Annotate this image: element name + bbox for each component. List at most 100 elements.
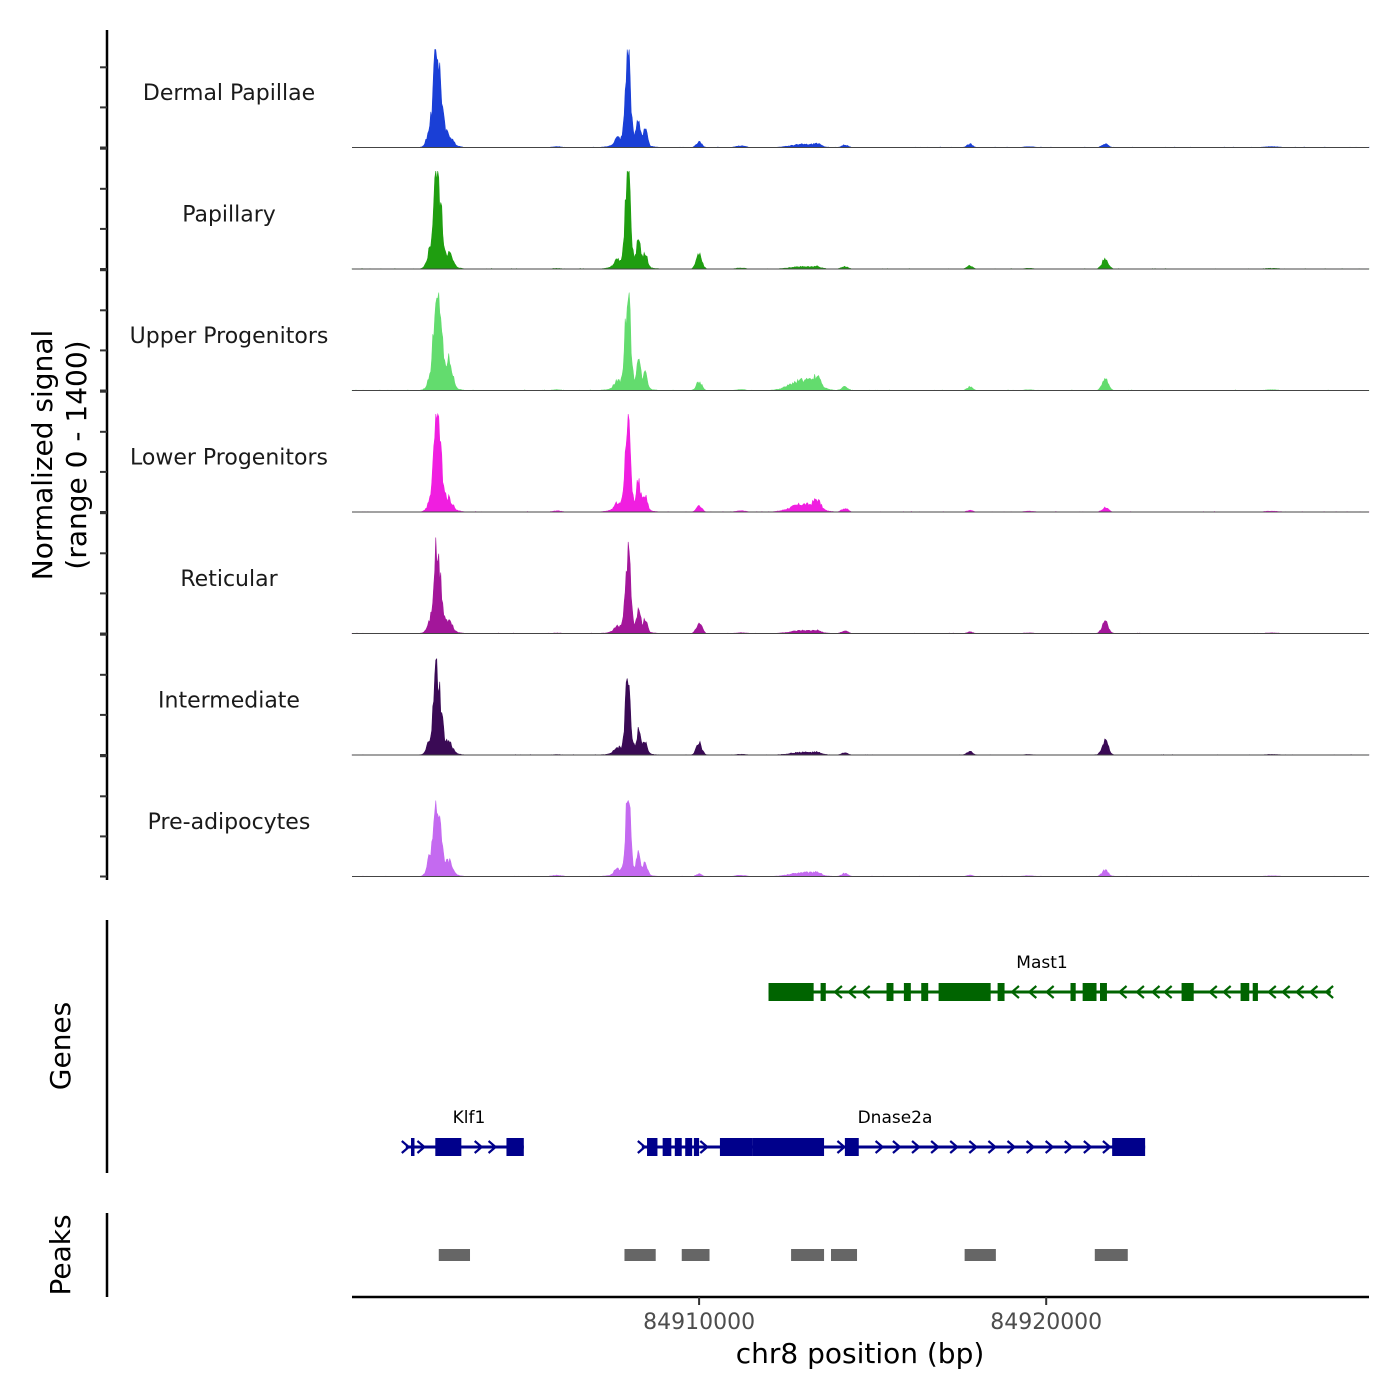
gene-exon <box>997 983 1005 1001</box>
strand-arrow <box>930 1140 940 1154</box>
x-tick-label: 84920000 <box>990 1310 1102 1335</box>
strand-arrow <box>1006 1140 1017 1154</box>
gene-exon <box>647 1138 658 1156</box>
track-intermediate: Intermediate <box>158 657 1370 756</box>
gene-exon <box>411 1138 415 1156</box>
signal-tracks: Dermal Papillae Papillary Upper Progenitor… <box>130 49 1370 877</box>
gene-exon <box>886 983 894 1001</box>
gene-track: Mast1 Klf1 Dnase2a <box>401 953 1334 1156</box>
gene-exon <box>719 1138 753 1156</box>
track-label: Lower Progenitors <box>130 446 328 471</box>
gene-exon <box>921 983 929 1001</box>
genes-axis-label: Genes <box>44 1002 77 1090</box>
strand-arrow <box>874 1140 885 1154</box>
strand-arrow <box>836 1140 847 1154</box>
gene-klf1: Klf1 <box>401 1108 524 1156</box>
peak-region <box>830 1249 858 1261</box>
gene-exon <box>1099 983 1107 1001</box>
strand-arrow <box>1083 1140 1093 1154</box>
gene-exon <box>768 983 814 1001</box>
gene-exon <box>1082 983 1097 1001</box>
gene-label: Mast1 <box>1016 953 1067 973</box>
track-label: Upper Progenitors <box>130 324 329 349</box>
strand-arrow <box>1221 985 1232 999</box>
strand-arrow <box>987 1140 998 1154</box>
gene-mast1: Mast1 <box>768 953 1334 1001</box>
peak-region <box>438 1249 471 1261</box>
strand-arrow <box>1150 985 1161 999</box>
strand-arrow <box>1162 985 1173 999</box>
x-axis-label: chr8 position (bp) <box>736 1337 985 1370</box>
gene-exon <box>1181 983 1194 1001</box>
strand-arrow <box>1117 985 1128 999</box>
gene-exon <box>1240 983 1250 1001</box>
strand-arrow <box>1044 1140 1055 1154</box>
gene-label: Dnase2a <box>858 1108 933 1128</box>
peaks-track <box>438 1249 1128 1261</box>
track-papillary: Papillary <box>182 170 1370 270</box>
peak-region <box>681 1249 710 1261</box>
strand-arrow <box>1267 985 1277 999</box>
peak-region <box>624 1249 656 1261</box>
strand-arrow <box>637 1140 647 1154</box>
track-reticular: Reticular <box>180 537 1369 634</box>
track-upper-progenitors: Upper Progenitors <box>130 292 1370 391</box>
strand-arrow <box>946 985 956 999</box>
strand-arrow <box>911 1140 921 1154</box>
gene-exon <box>693 1138 700 1156</box>
strand-arrow <box>1281 985 1291 999</box>
strand-arrow <box>847 985 857 999</box>
signal-y-ticks <box>100 66 107 878</box>
peak-region <box>964 1249 996 1261</box>
x-axis-ticks: 84910000 84920000 <box>643 1297 1102 1335</box>
gene-exon <box>674 1138 682 1156</box>
strand-arrow <box>1308 985 1319 999</box>
strand-arrow <box>1027 985 1038 999</box>
track-lower-progenitors: Lower Progenitors <box>130 412 1370 513</box>
strand-arrow <box>416 1140 427 1154</box>
strand-arrow <box>1324 985 1334 999</box>
strand-arrow <box>1025 1140 1036 1154</box>
gene-exon <box>1070 983 1076 1001</box>
strand-arrow <box>1294 985 1305 999</box>
track-label: Pre-adipocytes <box>148 810 311 835</box>
strand-arrow <box>1044 985 1055 999</box>
strand-arrow <box>1010 985 1020 999</box>
peak-region <box>791 1249 825 1261</box>
track-label: Reticular <box>180 567 278 592</box>
strand-arrow <box>473 1140 484 1154</box>
strand-arrow <box>699 1140 709 1154</box>
strand-arrow <box>1064 1140 1074 1154</box>
gene-label: Klf1 <box>453 1108 486 1128</box>
gene-exon <box>844 1138 859 1156</box>
signal-axis-label-line1: Normalized signal <box>26 330 59 581</box>
gene-exon <box>435 1138 462 1156</box>
gene-exon <box>820 983 826 1001</box>
track-label: Intermediate <box>158 689 300 714</box>
gene-exon <box>752 1138 825 1156</box>
track-label: Dermal Papillae <box>143 81 315 106</box>
strand-arrow <box>892 1140 902 1154</box>
strand-arrow <box>1208 985 1218 999</box>
gene-dnase2a: Dnase2a <box>637 1108 1146 1156</box>
signal-axis-label-line2: (range 0 - 1400) <box>60 340 93 569</box>
gene-exon <box>903 983 911 1001</box>
gene-exon <box>506 1138 524 1156</box>
strand-arrow <box>861 985 871 999</box>
track-label: Papillary <box>182 203 276 228</box>
x-tick-label: 84910000 <box>643 1310 755 1335</box>
strand-arrow <box>487 1140 498 1154</box>
gene-exon <box>1112 1138 1146 1156</box>
gene-exon <box>685 1138 693 1156</box>
strand-arrow <box>968 1140 978 1154</box>
strand-arrow <box>1135 985 1145 999</box>
gene-exon <box>662 1138 672 1156</box>
track-dermal-papillae: Dermal Papillae <box>143 49 1370 148</box>
peak-region <box>1094 1249 1128 1261</box>
peaks-axis-label: Peaks <box>44 1214 77 1295</box>
gene-exon <box>1252 983 1258 1001</box>
strand-arrow <box>401 1140 411 1154</box>
strand-arrow <box>1102 1140 1112 1154</box>
track-pre-adipocytes: Pre-adipocytes <box>148 799 1370 877</box>
